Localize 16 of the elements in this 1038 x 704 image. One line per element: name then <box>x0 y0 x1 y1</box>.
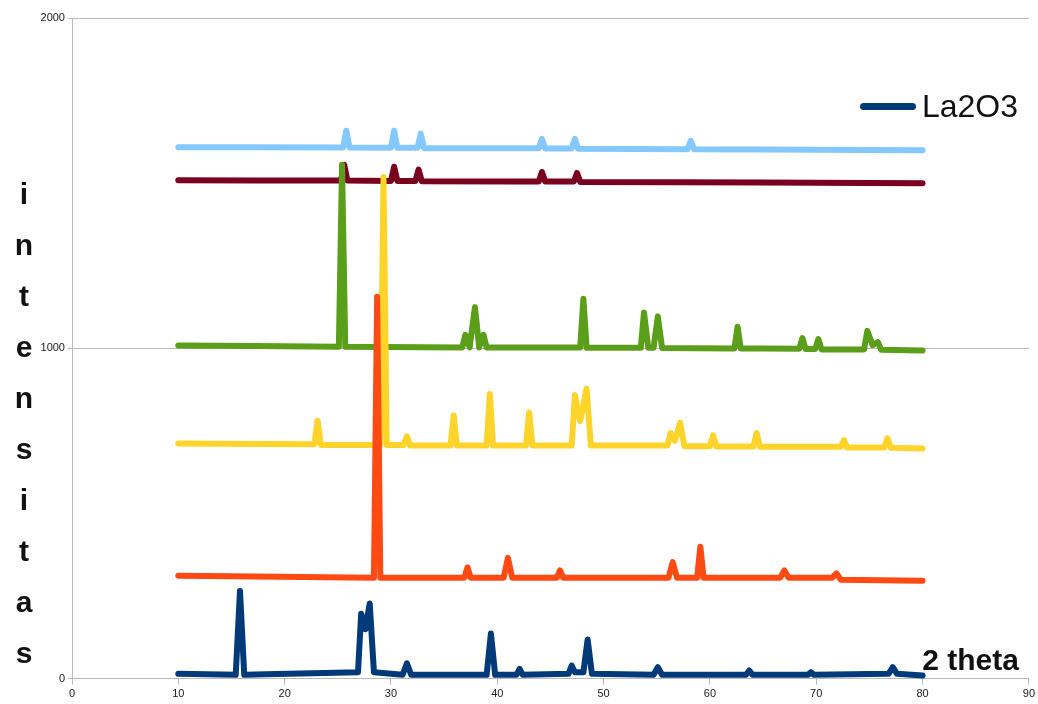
x-tick-label: 80 <box>916 687 929 700</box>
y-tick-label: 1000 <box>40 341 65 354</box>
x-tick-label: 90 <box>1022 687 1036 700</box>
x-tick-label: 70 <box>810 687 823 700</box>
x-tick-label: 10 <box>172 687 185 700</box>
x-tick-label: 0 <box>68 687 76 700</box>
x-tick-label: 60 <box>703 687 717 700</box>
y-tick-label: 2000 <box>40 11 65 24</box>
x-tick-label: 40 <box>491 687 504 700</box>
x-tick-label: 30 <box>384 687 398 700</box>
x-tick-label: 20 <box>278 687 291 700</box>
x-tick-label: 50 <box>597 687 610 700</box>
text: intensitas <box>14 177 34 669</box>
x-axis-title: 2 theta <box>922 643 1020 677</box>
legend-label: La2O3 <box>921 88 1018 125</box>
y-tick-label: 0 <box>58 671 65 684</box>
